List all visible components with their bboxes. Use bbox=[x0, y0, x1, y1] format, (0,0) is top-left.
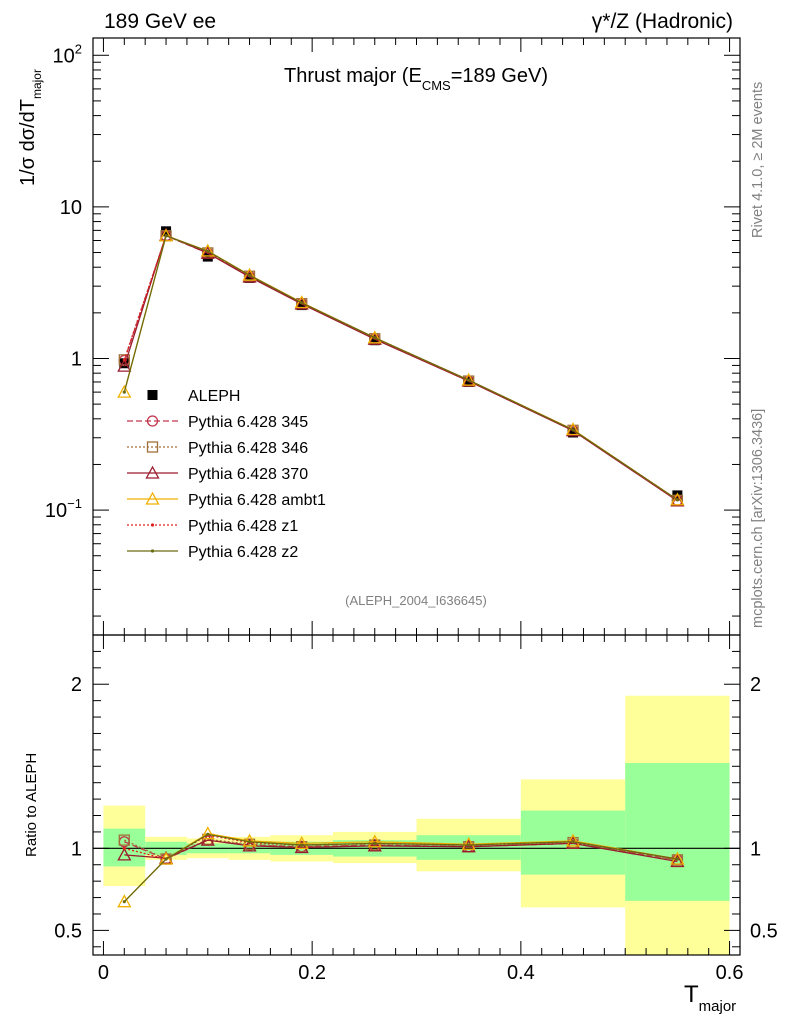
series-line-p370 bbox=[123, 234, 678, 502]
ratio-point-z2 bbox=[206, 832, 210, 836]
ratio-point-p370 bbox=[670, 854, 685, 868]
ratio-point-p346 bbox=[118, 834, 130, 846]
series-line-z2 bbox=[123, 234, 678, 501]
ratio-point-p370 bbox=[461, 839, 476, 853]
point-ambt1 bbox=[461, 372, 476, 386]
ratio-point-z2 bbox=[467, 843, 471, 847]
ratio-y-tick-label: 1 bbox=[71, 838, 82, 860]
analysis-id-label: (ALEPH_2004_I636645) bbox=[345, 593, 487, 608]
axes: 0 0.2 0.4 0.6 102 10 1 10−1 2 2 1 1 0.5 0.5 bbox=[45, 37, 778, 984]
point-p370 bbox=[117, 358, 132, 372]
legend-marker bbox=[146, 441, 159, 453]
ratio-point-z1 bbox=[122, 846, 126, 850]
ratio-y-tick-label-right: 2 bbox=[750, 674, 761, 696]
y-tick-label: 10 bbox=[60, 197, 82, 219]
x-tick-label: 0.2 bbox=[298, 962, 326, 984]
legend-label: Pythia 6.428 345 bbox=[188, 414, 308, 431]
ratio-line-p345 bbox=[124, 839, 678, 861]
main-y-axis-label: 1/σ dσ/dTmajor bbox=[17, 69, 44, 186]
ratio-y-tick-label-right: 0.5 bbox=[750, 920, 778, 942]
series-layer bbox=[117, 226, 685, 908]
ratio-point-p370 bbox=[294, 840, 309, 854]
point-z2 bbox=[373, 336, 377, 340]
ratio-point-ambt1 bbox=[461, 836, 476, 850]
energy-label: 189 GeV ee bbox=[104, 10, 216, 33]
ratio-point-ambt1 bbox=[367, 834, 382, 848]
ratio-point-ambt1 bbox=[200, 826, 215, 840]
point-z2 bbox=[247, 273, 252, 277]
ratio-point-z2 bbox=[247, 840, 252, 844]
y-tick-label: 102 bbox=[53, 41, 82, 67]
aleph-data-point bbox=[369, 335, 380, 346]
aleph-data-point bbox=[463, 376, 474, 387]
ratio-point-ambt1 bbox=[294, 836, 309, 850]
point-z2 bbox=[206, 249, 210, 253]
legend-marker bbox=[145, 465, 160, 479]
ratio-point-p370 bbox=[117, 847, 132, 861]
aleph-data-point bbox=[568, 427, 579, 438]
point-z2 bbox=[571, 428, 575, 432]
ratio-point-p370 bbox=[367, 838, 382, 852]
ratio-point-z2 bbox=[675, 857, 679, 861]
ratio-point-z2 bbox=[571, 840, 575, 844]
point-ambt1 bbox=[670, 492, 685, 506]
legend-label: Pythia 6.428 z2 bbox=[188, 544, 298, 561]
legend-label: ALEPH bbox=[188, 388, 240, 405]
legend-marker bbox=[150, 523, 155, 527]
ratio-point-z2 bbox=[164, 857, 168, 861]
legend-marker bbox=[147, 390, 158, 400]
point-ambt1 bbox=[294, 295, 309, 309]
ratio-uncertainty-bands bbox=[103, 695, 730, 955]
point-ambt1 bbox=[158, 228, 174, 242]
legend-label: Pythia 6.428 346 bbox=[188, 440, 308, 457]
ratio-point-z2 bbox=[300, 843, 304, 847]
x-tick-label: 0.6 bbox=[716, 962, 744, 984]
point-ambt1 bbox=[367, 330, 382, 344]
x-tick-label: 0 bbox=[98, 962, 109, 984]
point-z2 bbox=[300, 301, 304, 305]
point-z2 bbox=[675, 498, 679, 502]
point-ambt1 bbox=[117, 384, 132, 398]
ratio-point-ambt1 bbox=[117, 894, 132, 908]
point-z1 bbox=[122, 358, 126, 362]
aleph-data-point bbox=[244, 272, 255, 283]
legend-label: Pythia 6.428 ambt1 bbox=[188, 492, 326, 509]
series-line-p346 bbox=[123, 234, 678, 501]
legend-marker bbox=[145, 491, 160, 505]
rivet-version-label: Rivet 4.1.0, ≥ 2M events bbox=[750, 82, 766, 238]
x-axis-label: Tmajor bbox=[684, 981, 736, 1015]
series-line-ambt1 bbox=[123, 234, 678, 501]
ratio-point-z2 bbox=[373, 841, 377, 846]
legend-label: Pythia 6.428 370 bbox=[188, 466, 308, 483]
legend-label: Pythia 6.428 z1 bbox=[188, 518, 298, 535]
ratio-point-ambt1 bbox=[565, 833, 581, 847]
y-tick-label: 1 bbox=[71, 348, 82, 370]
legend-marker bbox=[146, 415, 159, 427]
aleph-data-point bbox=[119, 358, 130, 369]
point-z2 bbox=[164, 234, 168, 238]
ratio-line-p370 bbox=[124, 839, 678, 863]
legend-marker bbox=[150, 549, 155, 553]
ratio-y-tick-label: 0.5 bbox=[54, 920, 82, 942]
aleph-data-point bbox=[296, 300, 307, 311]
ratio-point-ambt1 bbox=[242, 833, 257, 847]
ratio-y-tick-label-right: 1 bbox=[750, 838, 761, 860]
plot-title: Thrust major (ECMS=189 GeV) bbox=[284, 65, 548, 93]
point-z2 bbox=[467, 378, 471, 382]
ratio-point-z2 bbox=[122, 900, 126, 904]
y-tick-label: 10−1 bbox=[45, 496, 82, 522]
series-line-p345 bbox=[123, 234, 678, 501]
ratio-point-p370 bbox=[200, 832, 215, 846]
legend: ALEPH Pythia 6.428 345 Pythia 6.428 346 Pyt… bbox=[127, 388, 326, 561]
x-tick-label: 0.4 bbox=[507, 962, 535, 984]
process-label: γ*/Z (Hadronic) bbox=[592, 10, 733, 33]
series-line-z1 bbox=[123, 234, 678, 501]
mcplots-label: mcplots.cern.ch [arXiv:1306.3436] bbox=[750, 409, 766, 628]
point-ambt1 bbox=[242, 267, 257, 281]
ratio-y-axis-label: Ratio to ALEPH bbox=[23, 753, 40, 857]
ratio-y-tick-label: 2 bbox=[71, 674, 82, 696]
ratio-band-green bbox=[625, 763, 730, 901]
point-z2 bbox=[122, 390, 126, 394]
